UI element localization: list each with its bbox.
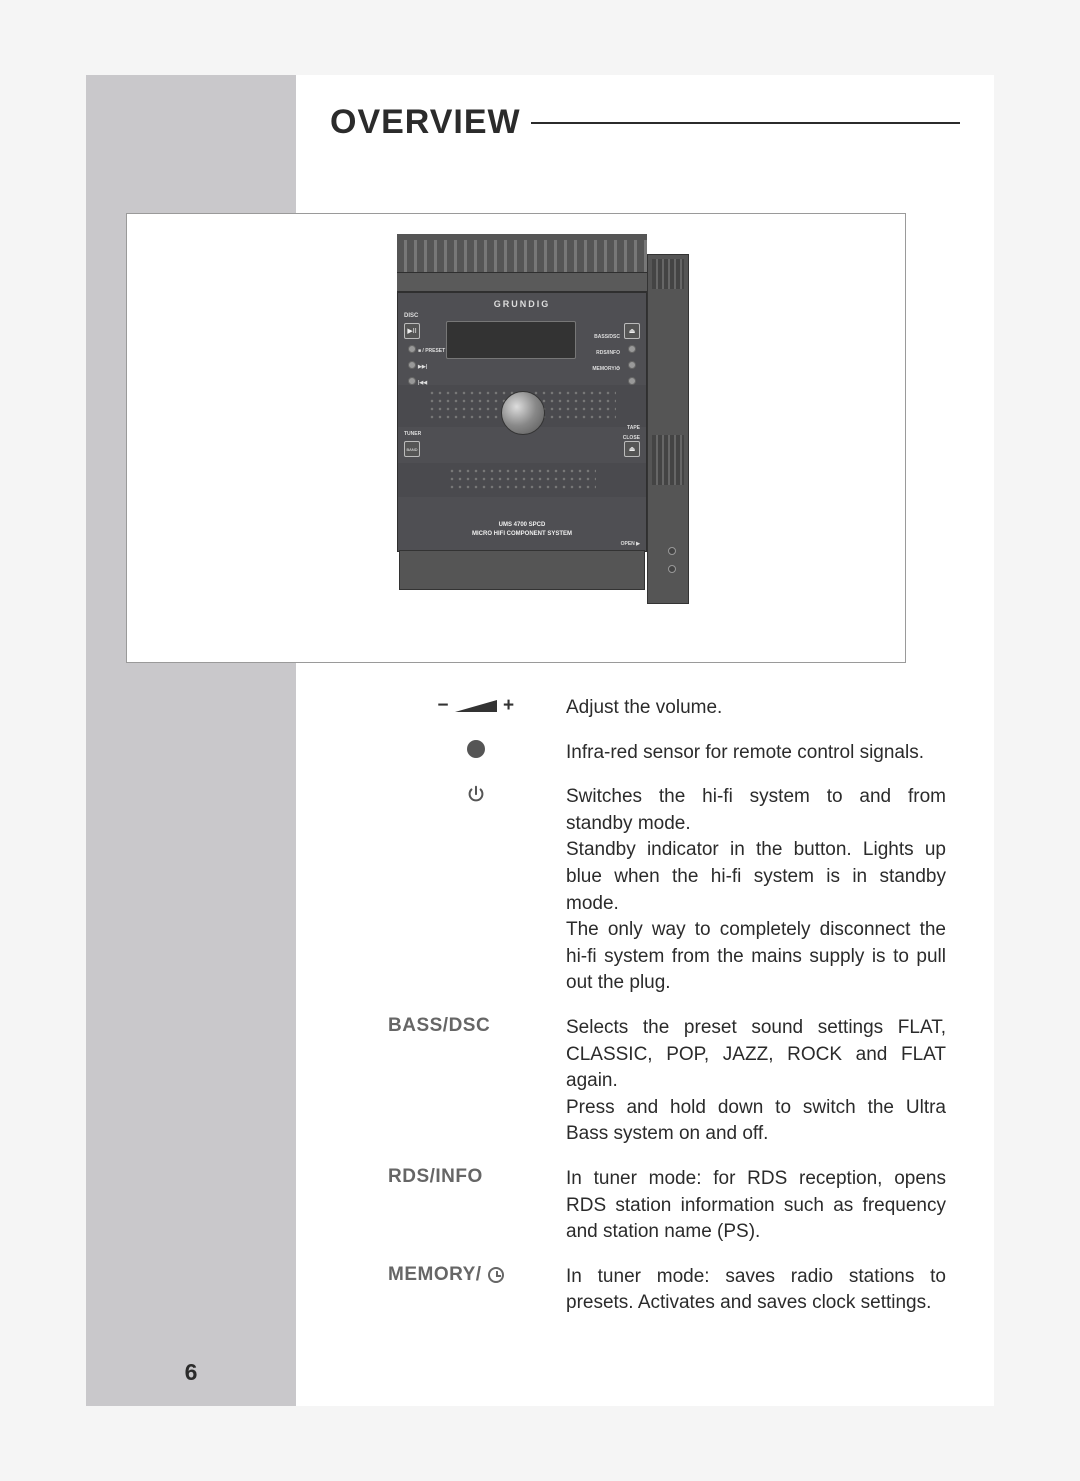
page-number: 6 [86, 1359, 296, 1386]
page-title: OVERVIEW [330, 103, 521, 142]
round-button [628, 361, 636, 369]
definition-row: − + Adjust the volume. [386, 695, 946, 722]
definition-desc: Selects the preset sound settings FLAT, … [566, 1015, 946, 1148]
eject-button: ⏏ [624, 323, 640, 339]
round-button [408, 361, 416, 369]
tape-button: ⏏ [624, 441, 640, 457]
term-bass-dsc: BASS/DSC [386, 1015, 566, 1037]
device-top-vent [397, 234, 647, 272]
model-label: UMS 4700 SPCD MICRO HIFI COMPONENT SYSTE… [398, 521, 646, 539]
term-label: MEMORY/ [388, 1264, 482, 1286]
disc-label: DISC [404, 313, 418, 319]
model-line-2: MICRO HIFI COMPONENT SYSTEM [398, 530, 646, 539]
definition-desc: In tuner mode: saves radio stations to p… [566, 1264, 946, 1317]
tape-label: TAPE [627, 425, 640, 431]
term-rds-info: RDS/INFO [386, 1166, 566, 1188]
memory-label: MEMORY/⏱ [592, 361, 620, 377]
cd-drawer [399, 550, 645, 590]
rds-info-label: RDS/INFO [592, 345, 620, 361]
side-vent [652, 259, 684, 289]
term-volume: − + [386, 695, 566, 717]
lcd-display [446, 321, 576, 359]
headphone-jack-icon [668, 547, 676, 555]
volume-triangle-icon [455, 700, 497, 712]
definition-row: BASS/DSC Selects the preset sound settin… [386, 1015, 946, 1148]
tuner-label: TUNER [404, 431, 421, 437]
right-button-labels: BASS/DSC RDS/INFO MEMORY/⏱ [592, 329, 620, 377]
volume-knob-icon [501, 391, 545, 435]
term-power [386, 784, 566, 806]
volume-icon: − + [437, 695, 514, 717]
brand-label: GRUNDIG [398, 299, 646, 309]
device-figure: GRUNDIG DISC ▶II ⏏ ■ / PRESET ▶▶| |◀◀ BA… [126, 213, 906, 663]
definition-desc: Adjust the volume. [566, 695, 946, 722]
aux-jack-icon [668, 565, 676, 573]
definitions-list: − + Adjust the volume. Infra-red sensor … [386, 695, 946, 1335]
play-pause-button: ▶II [404, 323, 420, 339]
definition-desc: In tuner mode: for RDS reception, opens … [566, 1166, 946, 1246]
definition-row: RDS/INFO In tuner mode: for RDS receptio… [386, 1166, 946, 1246]
round-button [628, 377, 636, 385]
device-illustration: GRUNDIG DISC ▶II ⏏ ■ / PRESET ▶▶| |◀◀ BA… [377, 234, 667, 604]
grille-dots [448, 467, 596, 493]
cd-tray [397, 272, 647, 292]
round-button [408, 345, 416, 353]
open-label: OPEN ▶ [621, 541, 640, 547]
round-button [628, 345, 636, 353]
term-memory: MEMORY/ [386, 1264, 566, 1286]
clock-icon [488, 1267, 504, 1283]
round-button [408, 377, 416, 385]
term-label: RDS/INFO [388, 1166, 483, 1188]
definition-row: MEMORY/ In tuner mode: saves radio stati… [386, 1264, 946, 1317]
title-row: OVERVIEW [330, 103, 960, 142]
next-label: ▶▶| [418, 359, 445, 375]
power-icon [465, 784, 487, 806]
model-line-1: UMS 4700 SPCD [398, 521, 646, 530]
definition-row: Infra-red sensor for remote control sign… [386, 740, 946, 767]
band-label: BAND [406, 447, 417, 452]
plus-icon: + [503, 695, 515, 717]
term-label: BASS/DSC [388, 1015, 490, 1037]
definition-desc: Infra-red sensor for remote control sign… [566, 740, 946, 767]
side-vent [652, 435, 684, 485]
speaker-grille [398, 463, 646, 497]
title-rule [531, 122, 960, 124]
definition-row: Switches the hi-fi system to and from st… [386, 784, 946, 997]
device-face: GRUNDIG DISC ▶II ⏏ ■ / PRESET ▶▶| |◀◀ BA… [397, 292, 647, 552]
left-button-labels: ■ / PRESET ▶▶| |◀◀ [418, 343, 445, 391]
manual-page: 6 OVERVIEW GRUNDIG DISC ▶II ⏏ [86, 75, 994, 1406]
ir-sensor-icon [467, 740, 485, 758]
preset-label: ■ / PRESET [418, 343, 445, 359]
device-side-panel [647, 254, 689, 604]
band-button: BAND [404, 441, 420, 457]
bass-dsc-label: BASS/DSC [592, 329, 620, 345]
term-ir-sensor [386, 740, 566, 758]
definition-desc: Switches the hi-fi system to and from st… [566, 784, 946, 997]
minus-icon: − [437, 695, 449, 717]
